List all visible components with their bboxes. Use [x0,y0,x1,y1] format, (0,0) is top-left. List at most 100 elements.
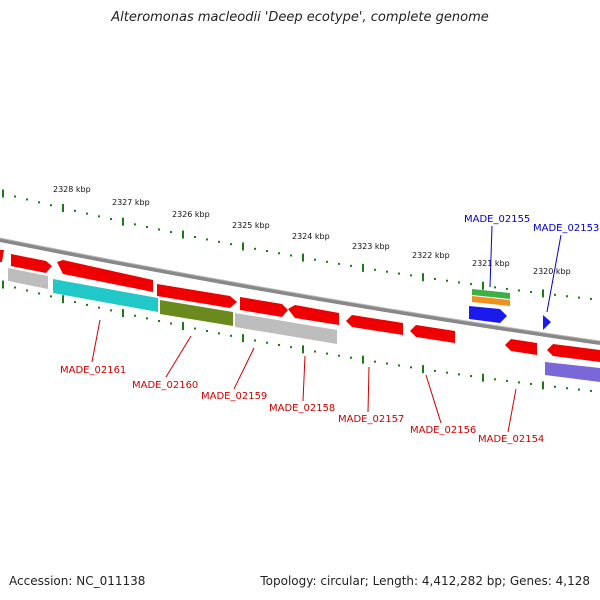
gene-reverse-3[interactable] [505,339,537,355]
map-title: Alteromonas macleodii 'Deep ecotype', co… [111,10,489,25]
inner-scale-tick [518,381,520,384]
gene-forward-green[interactable] [472,289,510,299]
inner-scale-tick [410,366,412,369]
outer-scale-tick [302,253,304,262]
inner-scale-tick [362,355,364,364]
gene-forward-orange[interactable] [472,296,510,306]
kbp-label-2323: 2323 kbp [352,242,390,251]
gene-forward-2[interactable] [57,260,153,292]
outer-scale-tick [446,279,448,282]
gene-label-made-02157[interactable]: MADE_02157 [338,414,404,425]
inner-scale-tick [290,346,292,349]
outer-scale-tick [338,262,340,265]
outer-scale-tick [578,296,580,299]
gene-forward-4[interactable] [240,297,288,317]
outer-scale-tick [170,231,172,234]
genome-backbone [0,238,600,345]
gene-reverse-2[interactable] [410,325,455,343]
inner-scale-tick [182,322,184,331]
gene-reverse-4[interactable] [547,344,600,362]
outer-scale-tick [458,281,460,284]
outer-scale-tick [494,286,496,289]
inner-scale-tick [338,354,340,357]
outer-scale-tick [218,240,220,243]
inner-scale-tick [326,352,328,355]
gene-label-made-02159[interactable]: MADE_02159 [201,391,267,402]
inner-scale-tick [554,385,556,388]
gene-label-made-02158[interactable]: MADE_02158 [269,403,335,414]
inner-scale-tick [86,303,88,306]
leader-lines-blue [489,225,562,313]
gene-label-made-02153[interactable]: MADE_02153 [533,223,599,234]
gene-label-made-02154[interactable]: MADE_02154 [478,434,544,445]
inner-scale-tick [578,388,580,391]
outer-scale-tick [374,268,376,271]
inner-scale-tick [146,317,148,320]
inner-scale-tick [350,356,352,359]
outer-scale-tick [290,254,292,257]
inner-scale-tick [434,369,436,372]
gene-forward-blue[interactable] [469,306,507,323]
inner-scale-tick [242,334,244,343]
inner-scale-tick [422,365,424,374]
inner-scale-tick [494,378,496,381]
outer-scale-tick [482,281,484,290]
gene-grey-1[interactable] [8,268,48,289]
inner-scale-tick [398,364,400,367]
inner-scale-tick [206,330,208,333]
inner-scale-tick [278,343,280,346]
outer-scale-tick [422,273,424,282]
outer-scale-tick [62,204,64,213]
gene-forward-5[interactable] [288,305,339,325]
inner-scale-tick [374,360,376,363]
inner-scale-tick [38,292,40,295]
kbp-label-2325: 2325 kbp [232,221,270,230]
inner-scale-tick [158,319,160,322]
gene-label-made-02156[interactable]: MADE_02156 [410,425,476,436]
gene-forward-3[interactable] [157,284,237,308]
gene-lavender[interactable] [545,362,600,382]
inner-scale-tick [110,309,112,312]
outer-scale-tick [530,290,532,293]
outer-scale-tick [362,263,364,272]
inner-scale-tick [302,345,304,354]
outer-scale-tick [134,223,136,226]
genome-summary-text: Topology: circular; Length: 4,412,282 bp… [260,574,590,588]
kbp-label-2326: 2326 kbp [172,210,210,219]
inner-scale-tick [506,379,508,382]
gene-forward-blue-small[interactable] [543,315,551,330]
gene-olive[interactable] [160,300,233,326]
gene-label-made-02161[interactable]: MADE_02161 [60,365,126,376]
outer-scale-tick [74,209,76,212]
outer-scale-tick [194,236,196,239]
outer-scale-tick [566,295,568,298]
outer-scale-tick [254,247,256,250]
gene-label-made-02160[interactable]: MADE_02160 [132,380,198,391]
outer-scale-tick [410,274,412,277]
outer-scale-tick [98,215,100,218]
outer-scale-tick [242,242,244,251]
outer-scale-tick [542,289,544,298]
kbp-label-2324: 2324 kbp [292,232,330,241]
inner-scale-tick [14,286,16,289]
accession-text: Accession: NC_011138 [9,574,146,588]
outer-scale-tick [50,204,52,207]
inner-scale-tick [194,327,196,330]
gene-forward-1[interactable] [11,254,52,273]
outer-scale-tick [14,195,16,198]
outer-scale-tick [38,201,40,204]
outer-scale-tick [2,189,4,198]
gene-grey-2[interactable] [235,313,337,344]
outer-scale-tick [122,217,124,226]
inner-scale-tick [62,295,64,304]
gene-cyan[interactable] [53,279,158,312]
gene-reverse-1[interactable] [346,315,403,335]
inner-scale-tick [134,314,136,317]
gene-forward-left-edge[interactable] [0,250,4,262]
gene-label-made-02155[interactable]: MADE_02155 [464,214,530,225]
inner-scale-tick [566,387,568,390]
kbp-label-2320: 2320 kbp [533,267,571,276]
inner-scale-tick [482,373,484,382]
outer-scale-tick [506,287,508,290]
